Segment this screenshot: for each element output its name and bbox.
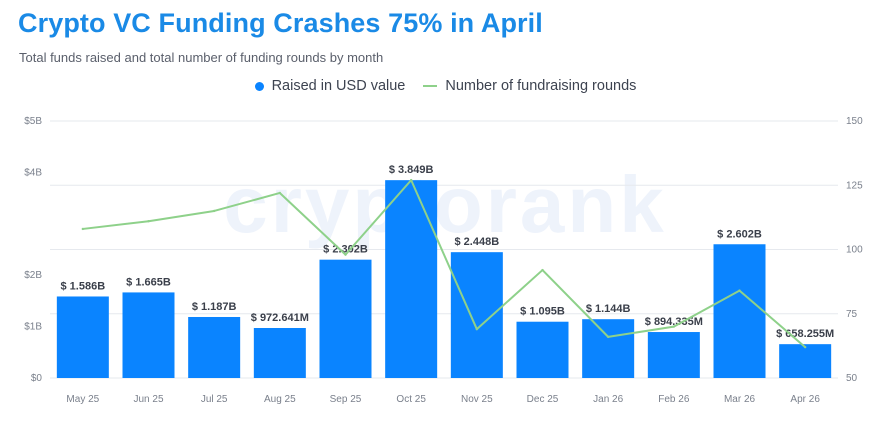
- line-point: [672, 325, 676, 328]
- bar: [188, 316, 241, 378]
- line-point: [606, 335, 610, 339]
- bar: [319, 259, 372, 378]
- bar: [582, 319, 635, 378]
- x-tick-label: Jun 25: [133, 394, 163, 405]
- bar: [56, 296, 109, 378]
- x-tick-label: Jul 25: [201, 394, 228, 405]
- chart-subtitle: Total funds raised and total number of f…: [19, 50, 384, 65]
- legend-bar-marker: [254, 81, 264, 91]
- y-right-tick-label: 50: [846, 373, 858, 384]
- bar-data-label: $ 972.641M: [251, 312, 309, 324]
- legend-line-marker: [423, 85, 438, 87]
- line-point: [147, 220, 150, 223]
- bar: [122, 292, 175, 378]
- bar: [713, 244, 766, 378]
- y-left-tick-label: $1B: [24, 322, 42, 333]
- bar: [385, 180, 438, 378]
- bar-data-label: $ 1.187B: [192, 301, 237, 313]
- chart-legend: Raised in USD value Number of fundraisin…: [0, 78, 891, 94]
- line-point: [212, 209, 216, 213]
- chart-title: Crypto VC Funding Crashes 75% in April: [18, 8, 543, 38]
- y-right-tick-label: 150: [846, 116, 863, 127]
- y-left-tick-label: $5B: [24, 116, 42, 127]
- bar: [516, 321, 569, 378]
- bar-data-label: $ 658.255M: [776, 328, 834, 340]
- bar-data-label: $ 1.144B: [586, 303, 631, 315]
- bar-data-label: $ 1.095B: [520, 306, 565, 318]
- line-point: [738, 289, 741, 292]
- x-tick-label: Oct 25: [396, 394, 426, 405]
- x-tick-label: Aug 25: [264, 394, 296, 405]
- x-tick-label: May 25: [66, 394, 99, 405]
- y-right-tick-label: 100: [846, 245, 863, 256]
- x-tick-label: Apr 26: [790, 394, 820, 405]
- bar: [647, 332, 700, 378]
- bar-data-label: $ 2.448B: [455, 236, 500, 248]
- x-tick-label: Mar 26: [724, 394, 756, 405]
- y-right-tick-label: 125: [846, 180, 863, 191]
- line-point: [278, 191, 282, 195]
- bar: [779, 344, 832, 378]
- legend-line-label: Number of fundraising rounds: [445, 78, 637, 94]
- watermark-text: cryptorank: [223, 160, 666, 249]
- line-point: [541, 268, 544, 272]
- y-left-tick-label: $0: [31, 373, 43, 384]
- line-point: [475, 327, 479, 331]
- bar: [253, 328, 306, 378]
- x-tick-label: Dec 25: [527, 394, 559, 405]
- legend-item-line[interactable]: Number of fundraising rounds: [423, 78, 636, 94]
- line-point: [409, 178, 413, 182]
- legend-item-bars[interactable]: Raised in USD value: [254, 78, 406, 94]
- legend-bars-label: Raised in USD value: [271, 78, 406, 94]
- x-tick-label: Jan 26: [593, 394, 623, 405]
- line-point: [344, 253, 347, 256]
- rounds-line: [82, 179, 806, 348]
- bar-data-label: $ 1.586B: [61, 280, 106, 292]
- bar-data-label: $ 2.302B: [323, 244, 368, 256]
- x-tick-label: Sep 25: [330, 394, 362, 405]
- bar-data-label: $ 3.849B: [389, 164, 434, 176]
- bar-data-label: $ 2.602B: [717, 228, 762, 240]
- bar-data-label: $ 1.665B: [126, 276, 171, 288]
- x-tick-label: Nov 25: [461, 394, 493, 405]
- line-point: [803, 345, 807, 349]
- y-right-tick-label: 75: [846, 309, 858, 320]
- y-left-tick-label: $2B: [24, 270, 42, 281]
- line-point: [81, 227, 85, 231]
- x-tick-label: Feb 26: [658, 394, 690, 405]
- bar: [450, 252, 503, 378]
- y-left-tick-label: $4B: [24, 167, 42, 178]
